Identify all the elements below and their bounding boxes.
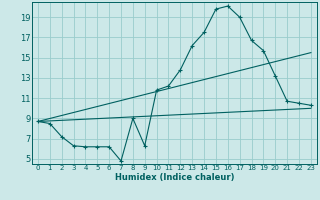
X-axis label: Humidex (Indice chaleur): Humidex (Indice chaleur) [115,173,234,182]
